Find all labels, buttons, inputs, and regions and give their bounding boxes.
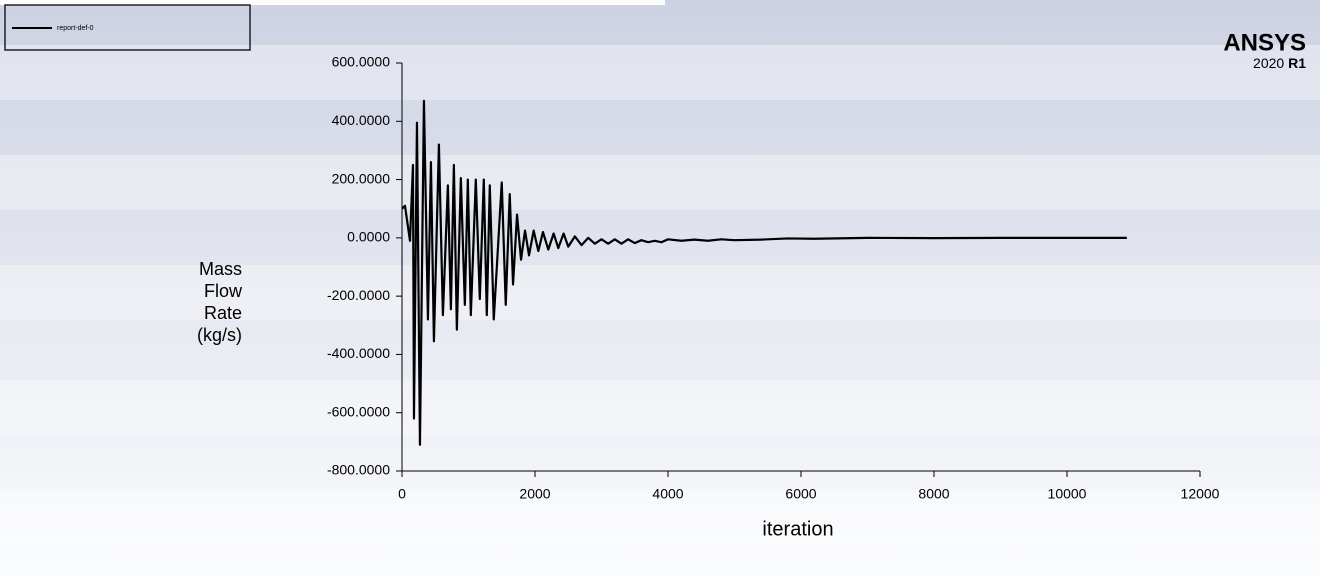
y-axis-label-line: (kg/s) [197,325,242,345]
y-tick-label: -800.0000 [327,462,390,478]
x-tick-label: 4000 [652,486,683,502]
y-axis-label-line: Flow [204,281,243,301]
release: R1 [1288,55,1306,71]
y-axis-label-line: Mass [199,259,242,279]
x-tick-label: 6000 [785,486,816,502]
x-tick-label: 12000 [1181,486,1220,502]
legend-box [4,4,251,51]
x-tick-label: 0 [398,486,406,502]
brand-logo: ANSYS [1223,29,1306,56]
brand-version: 2020 R1 [1253,55,1306,71]
y-tick-label: 600.0000 [332,54,391,70]
y-axis-label: Mass Flow Rate (kg/s) [197,259,243,345]
y-tick-label: -200.0000 [327,287,390,303]
x-tick-label: 8000 [918,486,949,502]
version: 2020 [1253,55,1284,71]
background-bands [0,45,1320,545]
x-tick-label: 10000 [1048,486,1087,502]
legend-label: report-def-0 [57,25,94,32]
top-strip [0,0,665,5]
y-axis-label-line: Rate [204,303,242,323]
y-tick-label: -600.0000 [327,403,390,419]
y-tick-label: -400.0000 [327,345,390,361]
y-tick-label: 0.0000 [347,229,390,245]
y-tick-label: 200.0000 [332,170,391,186]
y-tick-label: 400.0000 [332,112,391,128]
data-line [401,99,1127,446]
x-axis-label: iteration [762,518,833,540]
x-tick-label: 2000 [519,486,550,502]
